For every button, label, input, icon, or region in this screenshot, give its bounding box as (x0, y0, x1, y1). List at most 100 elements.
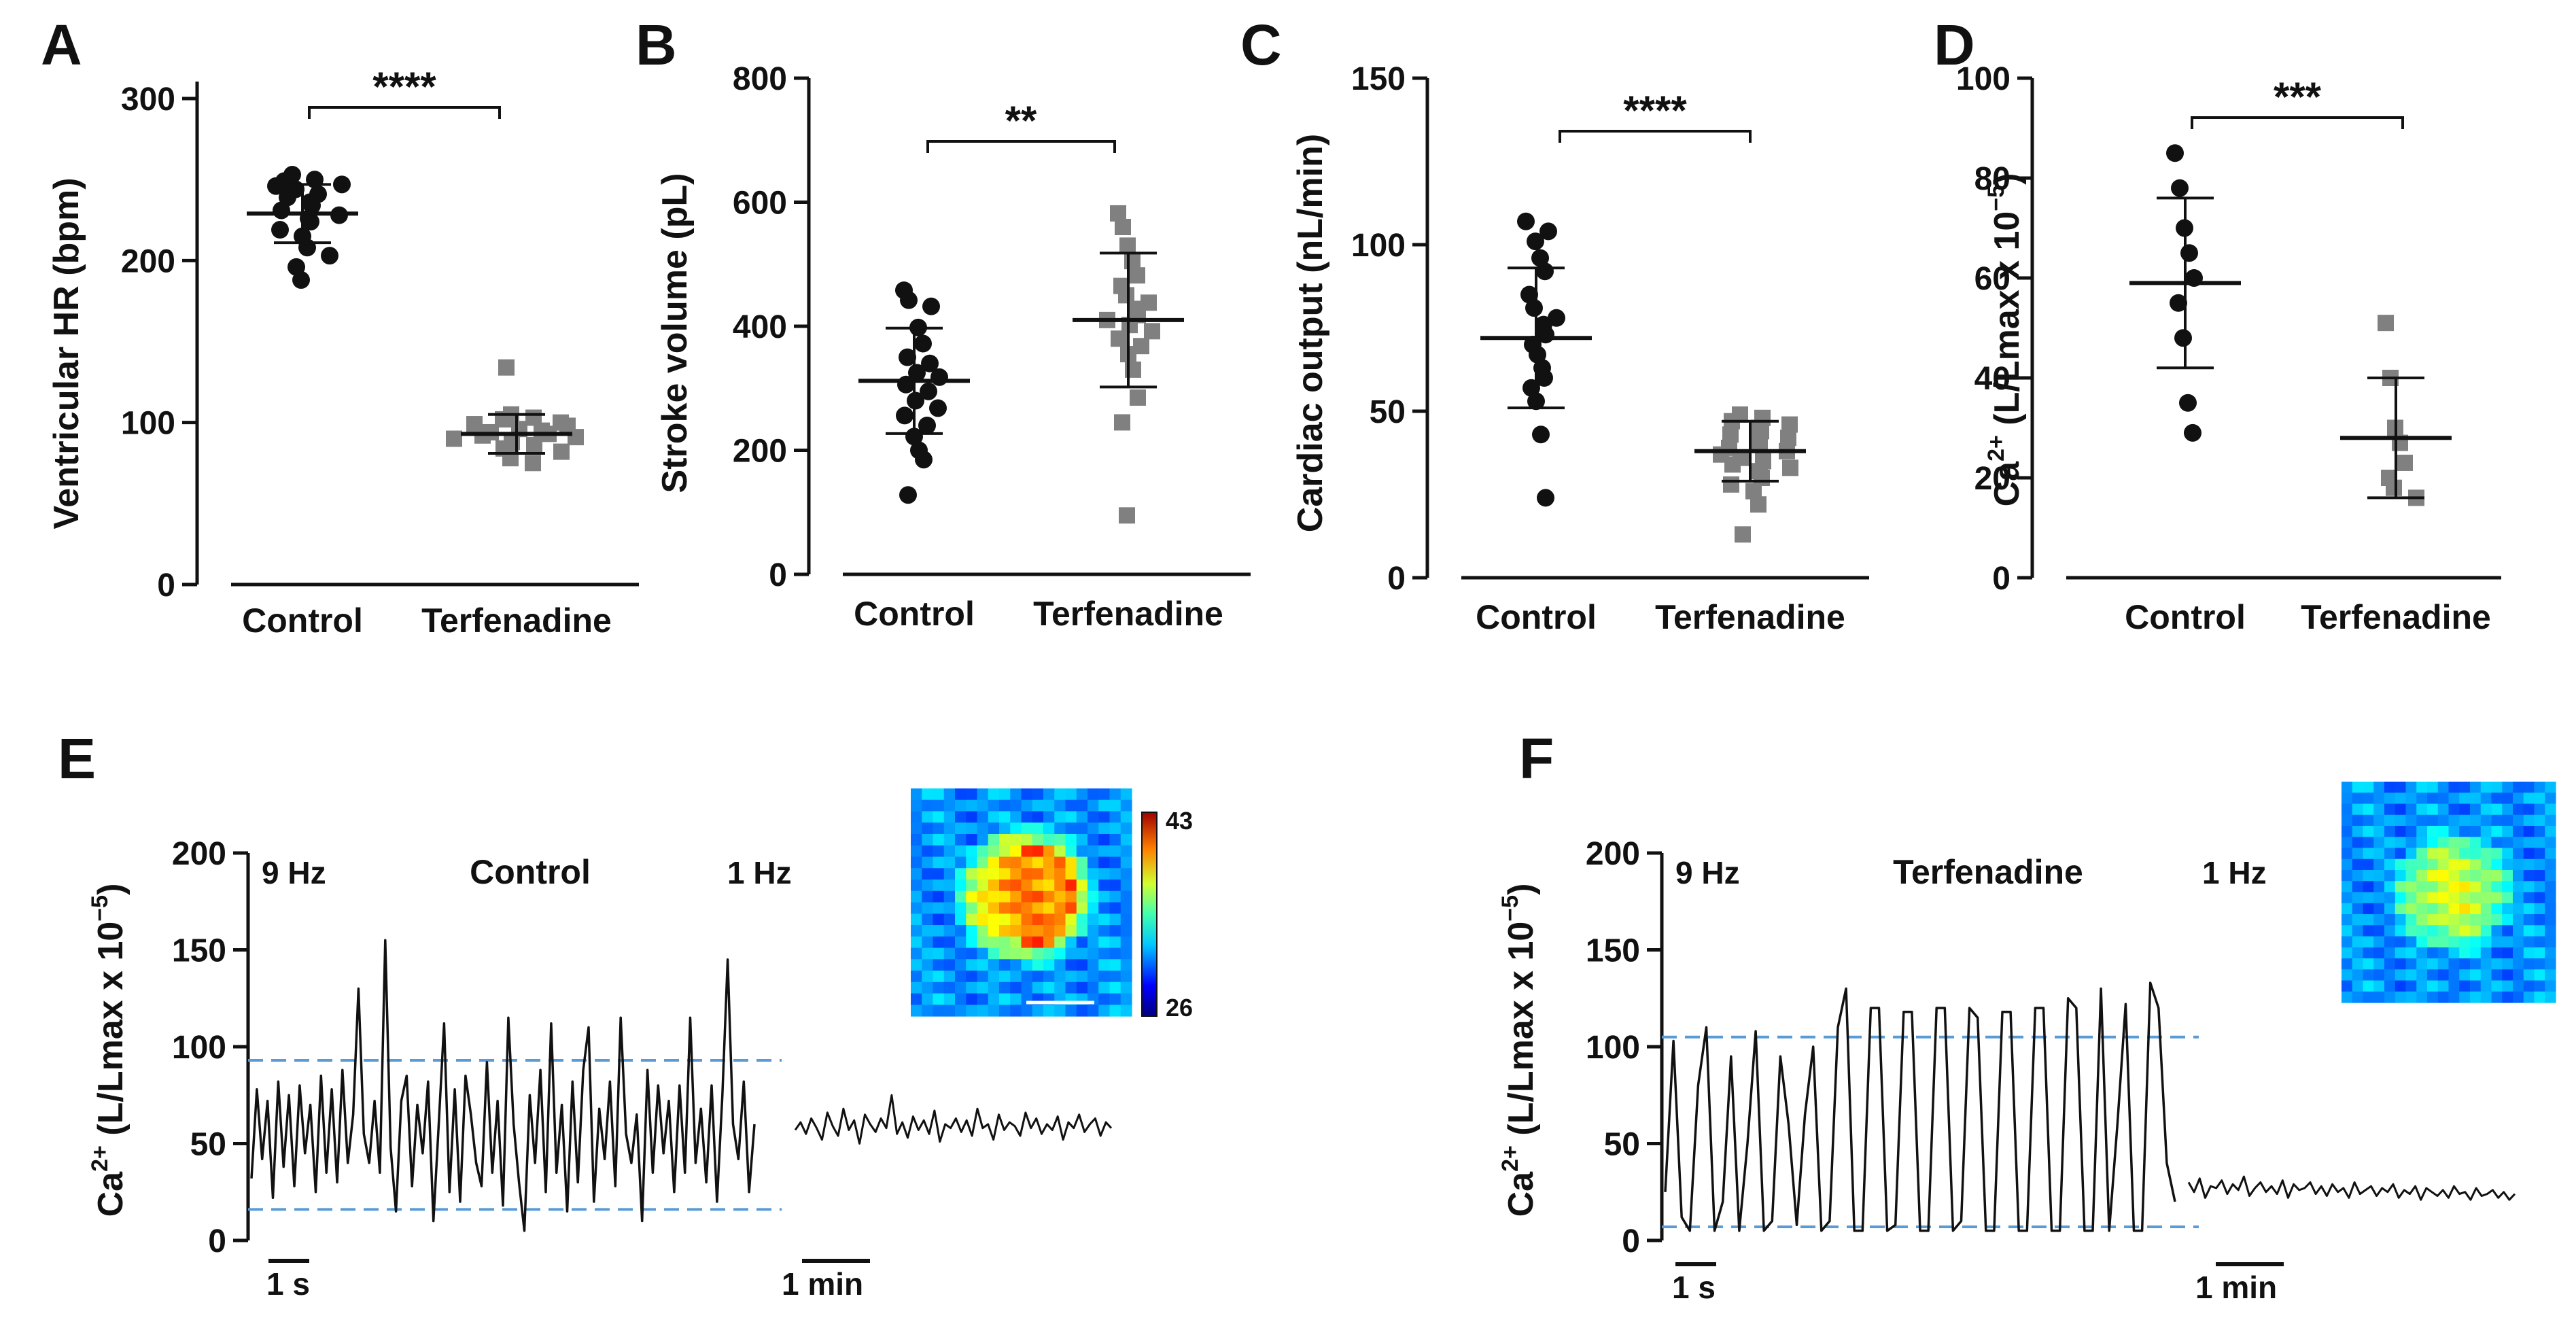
heatmap-cell (2342, 936, 2353, 948)
heatmap-cell (2427, 803, 2439, 816)
panel-b-terfenadine-point (1118, 287, 1134, 304)
heatmap-cell (2523, 814, 2535, 827)
heatmap-cell (943, 981, 956, 994)
panel-b-control-point (896, 406, 913, 425)
heatmap-cell (955, 971, 967, 983)
heatmap-cell (2416, 947, 2428, 959)
heatmap-cell (2352, 914, 2364, 926)
heatmap-cell (2342, 782, 2353, 793)
heatmap-cell (1043, 914, 1055, 926)
heatmap-cell (955, 981, 967, 994)
heatmap-cell (988, 811, 1000, 823)
heatmap-cell (1010, 902, 1022, 914)
heatmap-cell (1065, 971, 1077, 983)
heatmap-cell (1065, 834, 1077, 846)
heatmap-cell (2448, 947, 2460, 959)
svg-text:Ca2+ (L/Lmax x 10−5): Ca2+ (L/Lmax x 10−5) (87, 884, 130, 1217)
panel-f-calcium-image (2342, 782, 2556, 1003)
heatmap-cell (922, 959, 934, 971)
panel-f-ylabel: Ca2+ (L/Lmax x 10−5) (1497, 884, 1541, 1217)
heatmap-cell (2363, 947, 2374, 959)
panel-d-control-point (2166, 144, 2184, 162)
heatmap-cell (943, 971, 956, 983)
heatmap-cell (977, 880, 989, 892)
heatmap-cell (1087, 902, 1099, 914)
heatmap-cell (977, 799, 989, 812)
heatmap-cell (2373, 826, 2385, 837)
heatmap-cell (933, 993, 945, 1005)
heatmap-cell (1076, 822, 1088, 835)
heatmap-cell (2373, 892, 2385, 904)
panel-c-terfenadine-point (1750, 496, 1766, 513)
heatmap-cell (2480, 914, 2492, 926)
heatmap-cell (2342, 991, 2353, 1003)
heatmap-cell (2470, 958, 2482, 970)
heatmap-cell (2427, 793, 2439, 805)
heatmap-cell (955, 890, 967, 903)
heatmap-cell (2437, 803, 2450, 816)
heatmap-cell (988, 845, 1000, 858)
heatmap-cell (955, 936, 967, 949)
panel-c-category-terfenadine: Terfenadine (1655, 598, 1845, 636)
heatmap-cell (1120, 959, 1132, 971)
heatmap-cell (955, 811, 967, 823)
heatmap-cell (2405, 903, 2417, 915)
panel-e-right-frequency: 1 Hz (727, 855, 792, 890)
panel-a-control-point (273, 201, 290, 220)
heatmap-cell (2470, 858, 2482, 871)
heatmap-cell (2437, 826, 2450, 837)
heatmap-cell (2480, 892, 2492, 904)
panel-d-terfenadine-point (2378, 315, 2394, 332)
panel-b-significance: ** (1005, 98, 1037, 143)
heatmap-cell (1021, 788, 1033, 801)
heatmap-cell (2523, 881, 2535, 893)
heatmap-cell (988, 868, 1000, 880)
heatmap-cell (2427, 848, 2439, 860)
heatmap-cell (2470, 837, 2482, 849)
panel-d-control-point (2184, 423, 2201, 442)
heatmap-cell (2470, 803, 2482, 816)
heatmap-cell (2395, 936, 2407, 948)
heatmap-cell (2480, 969, 2492, 981)
heatmap-cell (2448, 991, 2460, 1003)
heatmap-cell (2373, 925, 2385, 937)
heatmap-cell (2373, 848, 2385, 860)
heatmap-cell (2513, 782, 2524, 793)
heatmap-cell (2523, 803, 2535, 816)
panel-d-ytick-label-5: 100 (1956, 61, 2011, 97)
panel-a-terfenadine-point (446, 430, 462, 447)
heatmap-cell (2491, 803, 2503, 816)
heatmap-cell (1010, 868, 1022, 880)
heatmap-cell (2480, 881, 2492, 893)
panel-d-control-point (2171, 179, 2189, 197)
panel-e-colorbar-min: 26 (1166, 994, 1193, 1022)
panel-a-control-point (302, 213, 319, 231)
heatmap-cell (1087, 799, 1099, 812)
heatmap-cell (943, 799, 956, 812)
heatmap-cell (2545, 848, 2556, 860)
heatmap-cell (1120, 811, 1132, 823)
heatmap-cell (2513, 881, 2524, 893)
panel-a-terfenadine-point (568, 429, 584, 446)
heatmap-cell (2523, 903, 2535, 915)
panel-b-ylabel: Stroke volume (pL) (655, 173, 695, 493)
heatmap-cell (2384, 936, 2396, 948)
heatmap-cell (2502, 837, 2513, 849)
heatmap-cell (2523, 793, 2535, 805)
heatmap-cell (1010, 788, 1022, 801)
heatmap-cell (2437, 936, 2450, 948)
heatmap-cell (2502, 947, 2513, 959)
heatmap-cell (1120, 993, 1132, 1005)
panel-b-control-point (899, 486, 917, 504)
heatmap-cell (2427, 969, 2439, 981)
heatmap-cell (1087, 788, 1099, 801)
heatmap-cell (2342, 803, 2353, 816)
heatmap-cell (2534, 858, 2545, 871)
heatmap-cell (933, 868, 945, 880)
heatmap-cell (2395, 814, 2407, 827)
heatmap-cell (1065, 936, 1077, 949)
heatmap-cell (1032, 822, 1044, 835)
panel-c-ytick-label-2: 100 (1351, 228, 1406, 264)
heatmap-cell (977, 856, 989, 869)
panel-c-category-control: Control (1476, 598, 1597, 636)
